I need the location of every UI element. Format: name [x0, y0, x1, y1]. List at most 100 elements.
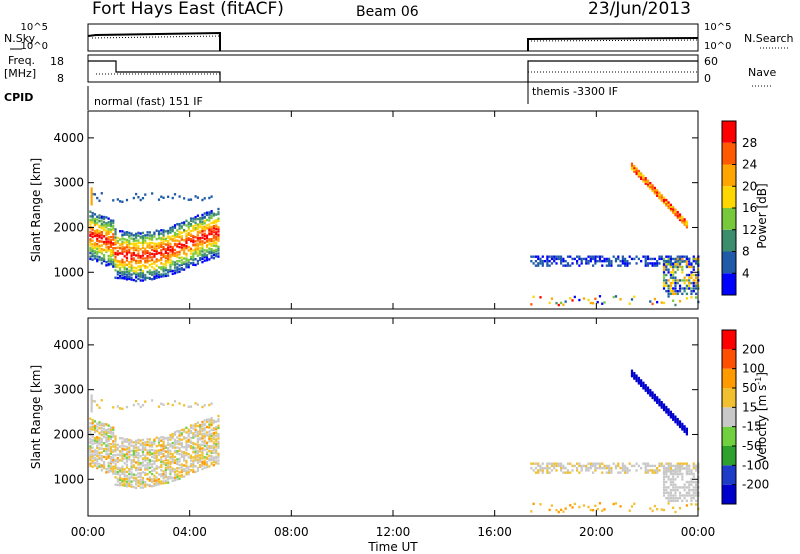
velocity-cell [589, 508, 592, 512]
power-cell [208, 219, 211, 222]
power-cell [109, 241, 113, 244]
power-cell [665, 202, 668, 205]
power-cell [592, 264, 595, 267]
velocity-cell [144, 443, 147, 447]
power-cell [215, 238, 218, 241]
velocity-cell [678, 472, 682, 476]
noise-search-trace-2 [527, 39, 699, 42]
power-cell [637, 173, 640, 176]
power-cell [683, 260, 686, 263]
power-cell [89, 244, 92, 247]
velocity-cell [630, 374, 634, 378]
velocity-cell [194, 435, 197, 438]
noise-left-tick-bottom: 10^0 [21, 41, 48, 52]
velocity-cell [662, 508, 666, 512]
velocity-colorbar-swatch [722, 349, 736, 369]
power-cell [91, 221, 94, 224]
power-cell [649, 257, 652, 261]
power-cell [665, 263, 668, 266]
velocity-cell [157, 439, 161, 443]
velocity-cell [688, 488, 691, 492]
velocity-cell [187, 430, 190, 433]
power-cell [148, 263, 151, 267]
power-cell [137, 274, 140, 277]
velocity-cell [91, 450, 94, 453]
power-cell [656, 264, 659, 267]
power-cell [546, 262, 549, 265]
velocity-cell [603, 508, 606, 511]
power-cell [210, 230, 213, 233]
power-cell [114, 238, 117, 242]
power-cell [183, 243, 186, 247]
velocity-cell [180, 432, 183, 435]
velocity-cell [674, 494, 677, 497]
velocity-cell [196, 444, 199, 447]
power-cell [114, 241, 117, 244]
power-cell [688, 284, 691, 288]
power-cell [537, 255, 540, 258]
velocity-cell [141, 403, 145, 407]
velocity-cell [578, 464, 581, 468]
velocity-cell [146, 468, 149, 471]
velocity-cell [169, 470, 172, 474]
velocity-cell [100, 431, 103, 434]
power-cell [665, 281, 668, 285]
velocity-cell [665, 470, 668, 473]
velocity-cell [676, 467, 679, 470]
power-cell [100, 230, 103, 234]
velocity-cell [208, 403, 211, 407]
power-cell [119, 267, 122, 270]
power-cell [562, 264, 565, 267]
power-cell [173, 233, 177, 237]
power-cell [215, 233, 218, 236]
power-cell [683, 221, 686, 225]
power-cell [208, 250, 211, 253]
velocity-cell [123, 475, 126, 478]
velocity-cell [674, 417, 677, 420]
power-cell [194, 221, 197, 224]
power-cell [537, 264, 540, 267]
velocity-cell [660, 508, 663, 511]
power-cell [685, 257, 688, 261]
power-cell [119, 276, 122, 280]
velocity-cell [203, 444, 206, 448]
velocity-cell [199, 460, 202, 463]
power-cell [137, 261, 140, 264]
power-cell [676, 257, 679, 261]
power-cell [137, 231, 140, 235]
power-cell [596, 255, 599, 258]
velocity-cell [210, 450, 213, 453]
velocity-cell [185, 451, 188, 455]
power-cell [690, 264, 693, 267]
power-cell [205, 218, 209, 222]
power-cell [201, 253, 204, 257]
power-cell [669, 259, 672, 263]
velocity-cell [612, 462, 615, 465]
power-cell [141, 196, 145, 200]
power-cell [215, 221, 218, 224]
power-cell [692, 279, 695, 282]
velocity-cell [592, 464, 595, 468]
power-cell [121, 263, 124, 266]
power-cell [628, 262, 631, 265]
velocity-cell [674, 470, 677, 473]
power-cell [658, 193, 661, 196]
velocity-cell [148, 453, 151, 457]
velocity-cell [210, 451, 213, 455]
velocity-cell [176, 469, 179, 473]
power-cell [162, 237, 165, 241]
power-cell [635, 262, 638, 265]
velocity-cell [656, 396, 659, 399]
velocity-cell [688, 486, 691, 489]
velocity-cell [215, 428, 218, 431]
velocity-cell [681, 467, 684, 470]
velocity-cell [660, 406, 663, 409]
velocity-cell [532, 462, 535, 465]
velocity-cell [215, 455, 218, 459]
velocity-cell [125, 485, 129, 488]
power-cell [644, 177, 647, 180]
power-cell [196, 237, 199, 240]
power-cell [105, 261, 108, 264]
velocity-cell [614, 464, 618, 468]
power-cell [183, 223, 186, 226]
